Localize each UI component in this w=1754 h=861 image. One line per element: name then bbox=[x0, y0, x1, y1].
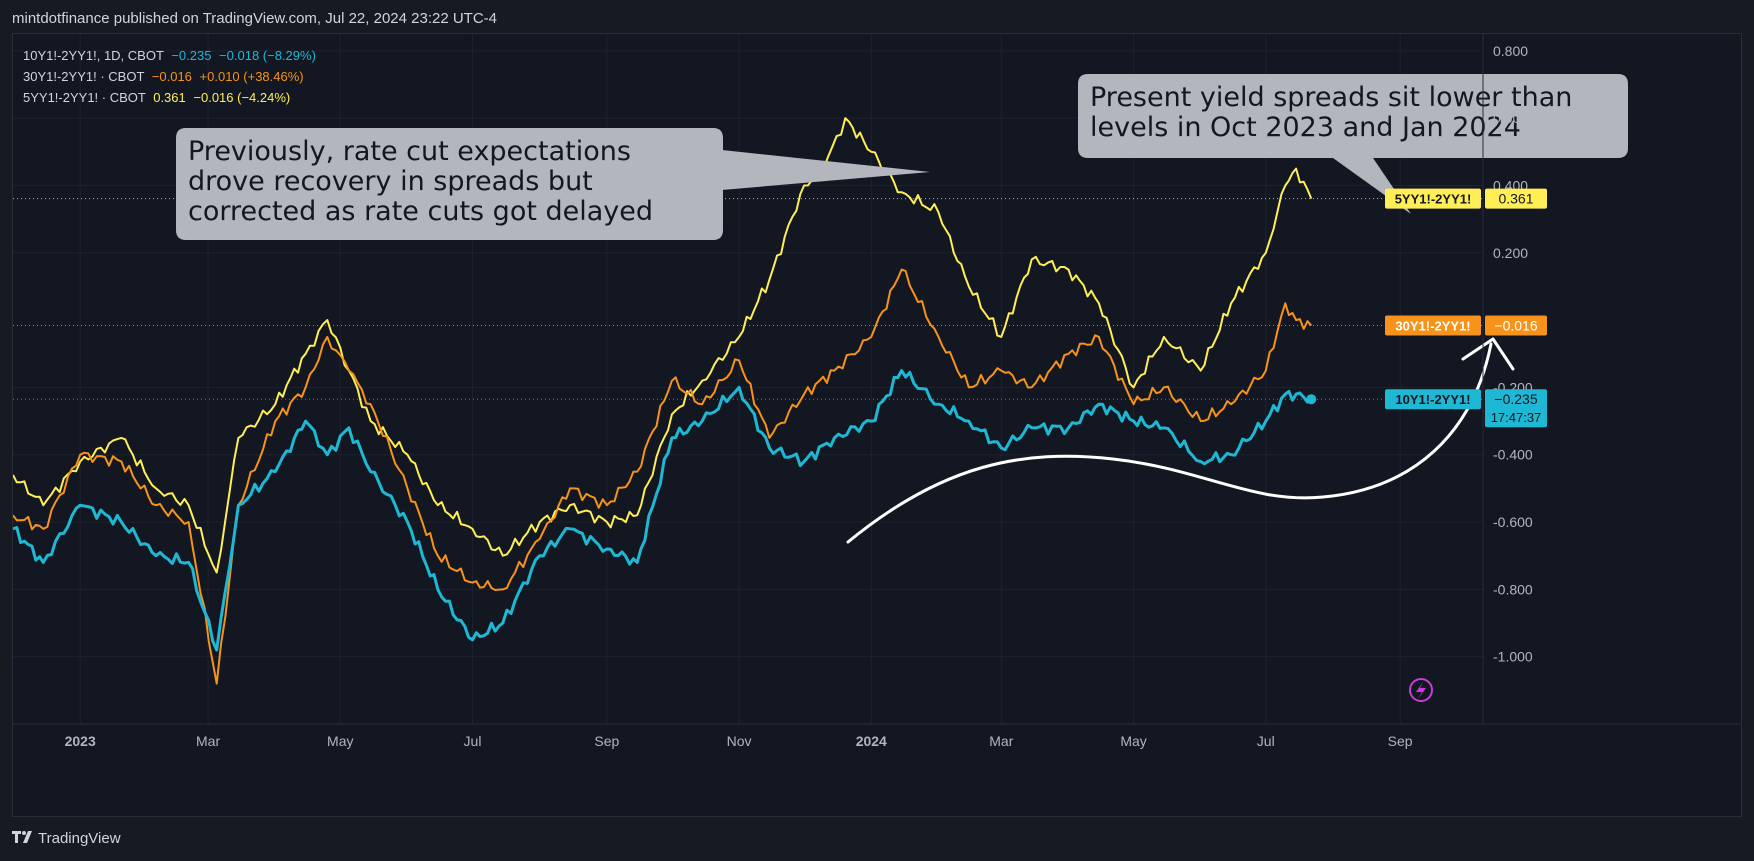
left-callout-line: corrected as rate cuts got delayed bbox=[188, 196, 653, 227]
legend-row-30y[interactable]: 30Y1!-2YY1! · CBOT −0.016 +0.010 (+38.46… bbox=[23, 66, 316, 87]
chart-legend: 10Y1!-2YY1!, 1D, CBOT −0.235 −0.018 (−8.… bbox=[23, 45, 316, 108]
legend-value: −0.016 bbox=[151, 69, 192, 84]
left-callout-line: drove recovery in spreads but bbox=[188, 166, 593, 197]
price-label-name-bg bbox=[1385, 188, 1481, 209]
price-label-name: 5YY1!-2YY1! bbox=[1395, 192, 1472, 207]
tradingview-logo-icon bbox=[12, 830, 34, 847]
x-tick-label: May bbox=[327, 733, 353, 749]
publisher-header: mintdotfinance published on TradingView.… bbox=[12, 10, 498, 27]
right-callout-line: Present yield spreads sit lower than bbox=[1090, 82, 1572, 113]
right-callout-box bbox=[1078, 74, 1628, 158]
y-axis: 0.8000.6000.4000.200-0.200-0.400-0.600-0… bbox=[1482, 34, 1533, 724]
price-label-name-bg bbox=[1385, 389, 1481, 410]
last-point-marker bbox=[1306, 394, 1317, 405]
lightning-icon bbox=[1409, 678, 1433, 702]
x-tick-label: Nov bbox=[727, 733, 752, 749]
footer-brand[interactable]: TradingView bbox=[12, 830, 121, 847]
left-callout-line: Previously, rate cut expectations bbox=[188, 136, 631, 167]
legend-row-10y[interactable]: 10Y1!-2YY1!, 1D, CBOT −0.235 −0.018 (−8.… bbox=[23, 45, 316, 66]
chart-frame[interactable]: Previously, rate cut expectations drove r… bbox=[12, 33, 1742, 817]
price-label-value: −0.235 bbox=[1494, 391, 1537, 407]
y-tick-label: -1.000 bbox=[1493, 649, 1533, 665]
price-label-value: 0.361 bbox=[1498, 191, 1533, 207]
legend-change: −0.018 (−8.29%) bbox=[219, 48, 316, 63]
y-tick-label: 0.200 bbox=[1493, 245, 1528, 261]
legend-change: −0.016 (−4.24%) bbox=[193, 90, 291, 105]
x-tick-label: 2023 bbox=[65, 733, 96, 749]
x-tick-label: Mar bbox=[989, 733, 1013, 749]
x-tick-label: 2024 bbox=[856, 733, 887, 749]
price-labels: 5YY1!-2YY1! 0.361 30Y1!-2YY1! −0.016 10Y1!-2… bbox=[1385, 188, 1547, 428]
y-tick-label: -0.600 bbox=[1493, 514, 1533, 530]
series-line-0 bbox=[13, 117, 1313, 574]
brand-name: TradingView bbox=[38, 830, 121, 847]
x-tick-label: Jul bbox=[1257, 733, 1275, 749]
legend-value: −0.235 bbox=[171, 48, 212, 63]
price-label-countdown: 17:47:37 bbox=[1491, 410, 1542, 425]
lightning-icon-ring bbox=[1409, 678, 1433, 702]
series-line-2 bbox=[13, 369, 1313, 652]
legend-value: 0.361 bbox=[153, 90, 186, 105]
x-tick-label: Mar bbox=[196, 733, 220, 749]
price-label-name: 10Y1!-2YY1! bbox=[1395, 392, 1470, 407]
series-lines bbox=[13, 117, 1317, 685]
y-tick-label: 0.600 bbox=[1493, 110, 1528, 126]
price-label-name: 30Y1!-2YY1! bbox=[1395, 318, 1470, 333]
legend-change: +0.010 (+38.46%) bbox=[199, 69, 304, 84]
x-tick-label: May bbox=[1120, 733, 1146, 749]
left-callout-pointer bbox=[722, 150, 930, 190]
y-tick-label: -0.400 bbox=[1493, 447, 1533, 463]
legend-symbol: 10Y1!-2YY1!, 1D, CBOT bbox=[23, 48, 164, 63]
price-label-value-bg bbox=[1485, 188, 1547, 209]
legend-symbol: 5YY1!-2YY1! · CBOT bbox=[23, 90, 146, 105]
x-tick-label: Sep bbox=[594, 733, 619, 749]
legend-row-5y[interactable]: 5YY1!-2YY1! · CBOT 0.361 −0.016 (−4.24%) bbox=[23, 87, 316, 108]
x-axis: 2023 Mar May Jul Sep Nov 2024 Mar May Jul Sep bbox=[13, 723, 1741, 749]
y-tick-label: -0.800 bbox=[1493, 581, 1533, 597]
left-callout-box bbox=[176, 128, 723, 240]
y-tick-label: 0.800 bbox=[1493, 43, 1528, 59]
x-tick-label: Sep bbox=[1388, 733, 1413, 749]
price-label-value: −0.016 bbox=[1494, 317, 1537, 333]
legend-symbol: 30Y1!-2YY1! · CBOT bbox=[23, 69, 145, 84]
lightning-icon-bolt bbox=[1416, 682, 1426, 699]
curved-arrow-path bbox=[846, 342, 1493, 544]
price-label-value-bg bbox=[1485, 315, 1547, 336]
price-label-name-bg bbox=[1385, 315, 1481, 336]
curved-arrow-head bbox=[1461, 337, 1515, 371]
right-callout-line: levels in Oct 2023 and Jan 2024 bbox=[1090, 112, 1521, 143]
x-tick-label: Jul bbox=[464, 733, 482, 749]
price-label-value-bg bbox=[1485, 389, 1547, 428]
